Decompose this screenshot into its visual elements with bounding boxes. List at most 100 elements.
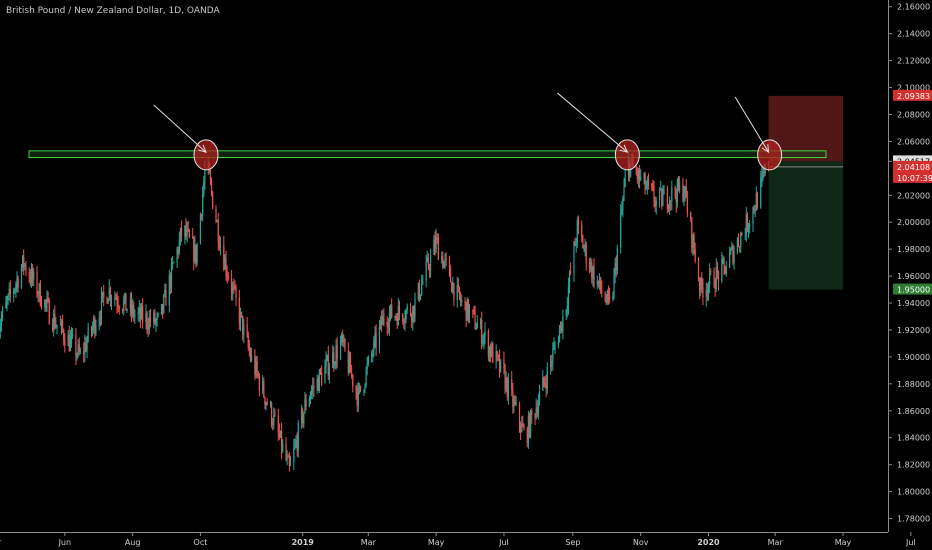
candle-body	[157, 313, 159, 315]
candle-body	[714, 287, 716, 289]
x-tick-label: May	[428, 538, 445, 547]
candle-body	[137, 312, 139, 315]
candle-body	[705, 290, 707, 298]
candle-body	[616, 247, 618, 271]
candle-body	[374, 333, 376, 340]
price-badge-label: 2.04108	[897, 163, 930, 172]
candle-body	[426, 257, 428, 262]
candle-body	[36, 271, 38, 295]
candle-body	[466, 299, 468, 321]
candle-body	[437, 238, 439, 260]
candle-body	[761, 174, 763, 178]
candle-body	[145, 313, 147, 323]
candle-body	[51, 324, 54, 331]
candle-body	[325, 359, 327, 367]
candle-body	[165, 289, 167, 306]
candle-body	[233, 286, 235, 288]
candle-body	[721, 259, 723, 282]
candle-body	[23, 255, 25, 267]
candle-body	[553, 345, 555, 350]
candle-body	[90, 327, 93, 332]
candle-body	[622, 199, 624, 209]
candle-body	[600, 277, 602, 290]
candle-body	[339, 342, 342, 359]
candle-body	[54, 313, 56, 328]
candle-body	[449, 268, 452, 283]
candle-body	[269, 403, 272, 405]
x-tick-label: 2019	[292, 538, 315, 547]
candle-body	[224, 258, 226, 270]
candle-body	[604, 293, 606, 302]
y-tick-label: 2.08000	[897, 110, 930, 119]
candle-body	[162, 304, 164, 313]
y-axis-ticks[interactable]: 2.16000 2.14000 2.12000 2.10000 2.08000 2.060…	[888, 3, 930, 524]
candle-body	[701, 277, 703, 288]
candle-body	[528, 416, 531, 437]
candle-body	[613, 274, 615, 296]
candle-body	[255, 361, 257, 375]
candle-body	[281, 430, 283, 451]
candle-body	[155, 320, 157, 324]
candle-body	[678, 183, 681, 190]
candle-body	[39, 283, 41, 306]
candle-body	[170, 262, 173, 288]
candle-body	[38, 283, 40, 295]
candle-body	[398, 305, 401, 315]
candle-body	[582, 237, 584, 249]
candle-body	[560, 321, 562, 330]
candle-body	[445, 258, 447, 260]
candle-body	[85, 342, 87, 351]
x-axis-ticks[interactable]: pr Jun Aug Oct 2019 Mar May Jul Sep Nov 2020 Mar May…	[0, 532, 932, 547]
candle-body	[715, 267, 717, 289]
candle-body	[169, 275, 172, 288]
annotation-arrow-head	[619, 144, 629, 153]
candle-body	[87, 327, 89, 341]
candle-body	[677, 179, 680, 190]
candle-body	[319, 369, 322, 373]
candle-body	[273, 414, 275, 425]
candle-body	[383, 315, 385, 322]
candle-body	[391, 304, 393, 319]
candle-body	[116, 299, 118, 305]
candle-body	[554, 345, 556, 347]
candle-body	[149, 316, 152, 322]
candle-body	[296, 440, 298, 451]
candle-body	[717, 271, 720, 282]
candle-body	[365, 368, 367, 386]
candle-body	[638, 169, 641, 180]
candle-body	[0, 325, 1, 332]
candle-body	[295, 440, 297, 444]
candle-body	[754, 210, 756, 212]
candle-body	[412, 306, 414, 322]
candle-body	[184, 226, 186, 236]
candle-body	[6, 300, 8, 303]
y-tick-label: 1.94000	[897, 299, 930, 308]
candle-body	[565, 309, 567, 317]
touch-marker-circle	[757, 139, 783, 171]
y-tick-label: 2.14000	[897, 30, 930, 39]
candle-body	[356, 391, 358, 406]
candle-body	[61, 320, 64, 331]
x-tick-label: Jul	[498, 538, 509, 547]
candle-body	[215, 208, 217, 222]
candle-body	[64, 340, 66, 347]
candle-body	[309, 395, 312, 399]
candle-body	[658, 189, 661, 200]
annotation-arrow-head	[198, 144, 207, 153]
candle-body	[46, 298, 48, 304]
candle-body	[103, 291, 105, 298]
candle-body	[491, 344, 493, 357]
candle-body	[685, 185, 687, 198]
candle-body	[79, 351, 81, 353]
candle-body	[352, 374, 354, 387]
candle-body	[741, 233, 743, 236]
candle-body	[521, 423, 523, 432]
candle-body	[514, 400, 516, 405]
candle-body	[538, 390, 541, 403]
candle-body	[592, 266, 594, 279]
candle-body	[667, 207, 670, 209]
candle-body	[745, 214, 747, 236]
candle-body	[520, 424, 522, 432]
candle-body	[411, 314, 413, 322]
